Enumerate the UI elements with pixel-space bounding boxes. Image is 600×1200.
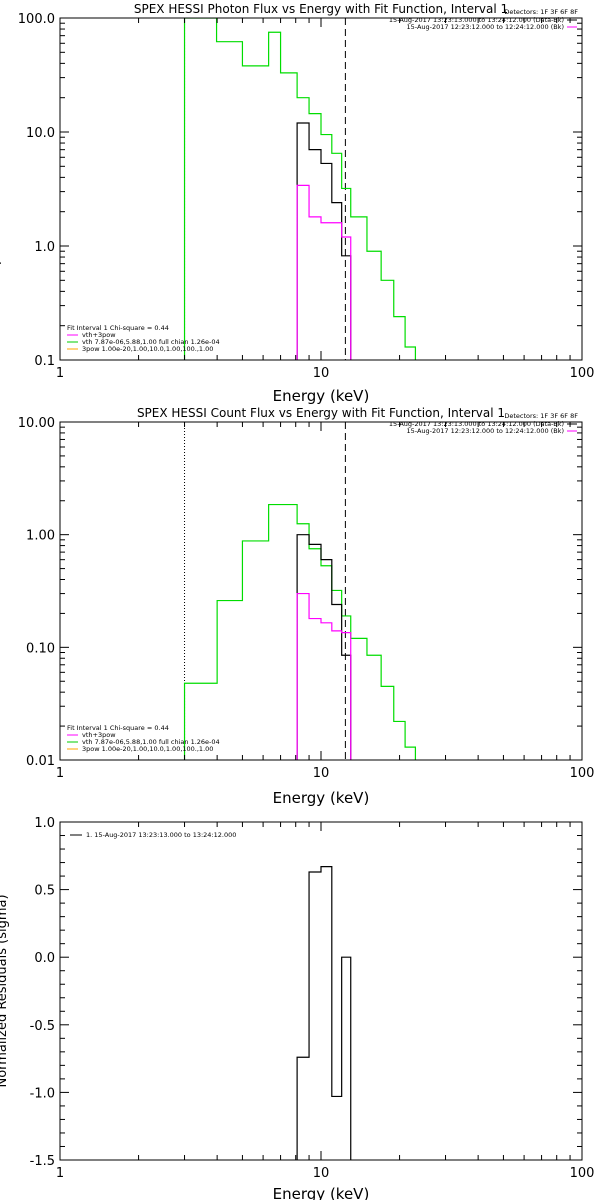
legend-entry: 15-Aug-2017 12:23:12.000 to 12:24:12.000… [407, 427, 564, 435]
fit-info-line: 3pow 1.00e-20,1.00,10.0,1.00,100.,1.00 [82, 345, 213, 353]
x-tick-label: 100 [570, 1166, 595, 1181]
chart-title: SPEX HESSI Count Flux vs Energy with Fit… [137, 406, 505, 420]
x-tick-label: 1 [56, 366, 64, 381]
x-axis-label: Energy (keV) [273, 1185, 370, 1200]
data-series-2 [296, 534, 352, 760]
y-tick-label: 100.0 [18, 12, 55, 27]
x-tick-label: 100 [570, 366, 595, 381]
y-tick-label: -0.5 [30, 1019, 55, 1034]
data-series-1 [296, 866, 352, 1160]
y-tick-label: 1.00 [26, 529, 55, 544]
legend-entry: 1. 15-Aug-2017 13:23:13.000 to 13:24:12.… [86, 831, 236, 839]
fit-info-line: vth 7.87e-06,5.88,1.00 full chian 1.26e-… [82, 338, 220, 346]
y-axis-label: counts s⁻¹ cm⁻² keV⁻¹ [0, 520, 2, 663]
fit-info-header: Fit Interval 1 Chi-square = 0.44 [67, 724, 169, 732]
y-tick-label: 0.01 [26, 754, 55, 769]
y-axis-label: photons s⁻¹ cm⁻² keV⁻¹ [0, 113, 2, 265]
plot-area [183, 18, 417, 360]
x-tick-label: 1 [56, 766, 64, 781]
y-tick-label: 0.5 [34, 884, 55, 899]
y-axis-label: Normalized Residuals (sigma) [0, 894, 10, 1087]
plot-area [296, 866, 352, 1160]
fit-info-header: Fit Interval 1 Chi-square = 0.44 [67, 324, 169, 332]
x-tick-label: 10 [313, 1166, 330, 1181]
y-tick-label: 10.0 [26, 126, 55, 141]
legend-entry: 15-Aug-2017 13:23:13.000 to 13:24:12.000… [389, 420, 564, 428]
chart-panel-2: SPEX HESSI Count Flux vs Energy with Fit… [0, 406, 594, 807]
data-series-3 [296, 184, 352, 360]
x-axis-label: Energy (keV) [273, 789, 370, 807]
chart-panel-1: SPEX HESSI Photon Flux vs Energy with Fi… [0, 2, 594, 405]
fit-info-line: vth+3pow [82, 331, 116, 339]
x-axis-label: Energy (keV) [273, 387, 370, 405]
plot-frame [59, 421, 583, 761]
y-tick-label: 0.0 [34, 951, 55, 966]
legend-header: Detectors: 1F 3F 6F 8F [504, 412, 578, 420]
plot-frame [59, 821, 583, 1161]
fit-info-line: vth 7.87e-06,5.88,1.00 full chian 1.26e-… [82, 738, 220, 746]
fit-info-line: 3pow 1.00e-20,1.00,10.0,1.00,100.,1.00 [82, 745, 213, 753]
chart-title: SPEX HESSI Photon Flux vs Energy with Fi… [134, 2, 508, 16]
fit-info-line: vth+3pow [82, 731, 116, 739]
y-tick-label: 10.00 [18, 416, 55, 431]
legend-entry: 15-Aug-2017 13:23:13.000 to 13:24:12.000… [389, 16, 564, 24]
y-tick-label: 1.0 [34, 240, 55, 255]
legend-entry: 15-Aug-2017 12:23:12.000 to 12:24:12.000… [407, 23, 564, 31]
y-tick-label: -1.0 [30, 1086, 55, 1101]
data-series-3 [296, 592, 352, 760]
x-tick-label: 10 [313, 766, 330, 781]
y-tick-label: 0.1 [34, 354, 55, 369]
data-series-1 [183, 503, 417, 760]
x-tick-label: 10 [313, 366, 330, 381]
data-series-1 [183, 18, 417, 360]
y-tick-label: 1.0 [34, 816, 55, 831]
data-series-2 [296, 122, 352, 360]
x-tick-label: 100 [570, 766, 595, 781]
plot-frame [59, 17, 583, 361]
x-tick-label: 1 [56, 1166, 64, 1181]
plot-area [183, 422, 417, 760]
chart-panel-3: 1 10 100 -1.5 -1.0 -0.5 0.0 0.5 1.0 Energy (keV) N… [0, 816, 594, 1200]
legend-header: Detectors: 1F 3F 6F 8F [504, 8, 578, 16]
y-tick-label: -1.5 [30, 1154, 55, 1169]
y-tick-label: 0.10 [26, 641, 55, 656]
